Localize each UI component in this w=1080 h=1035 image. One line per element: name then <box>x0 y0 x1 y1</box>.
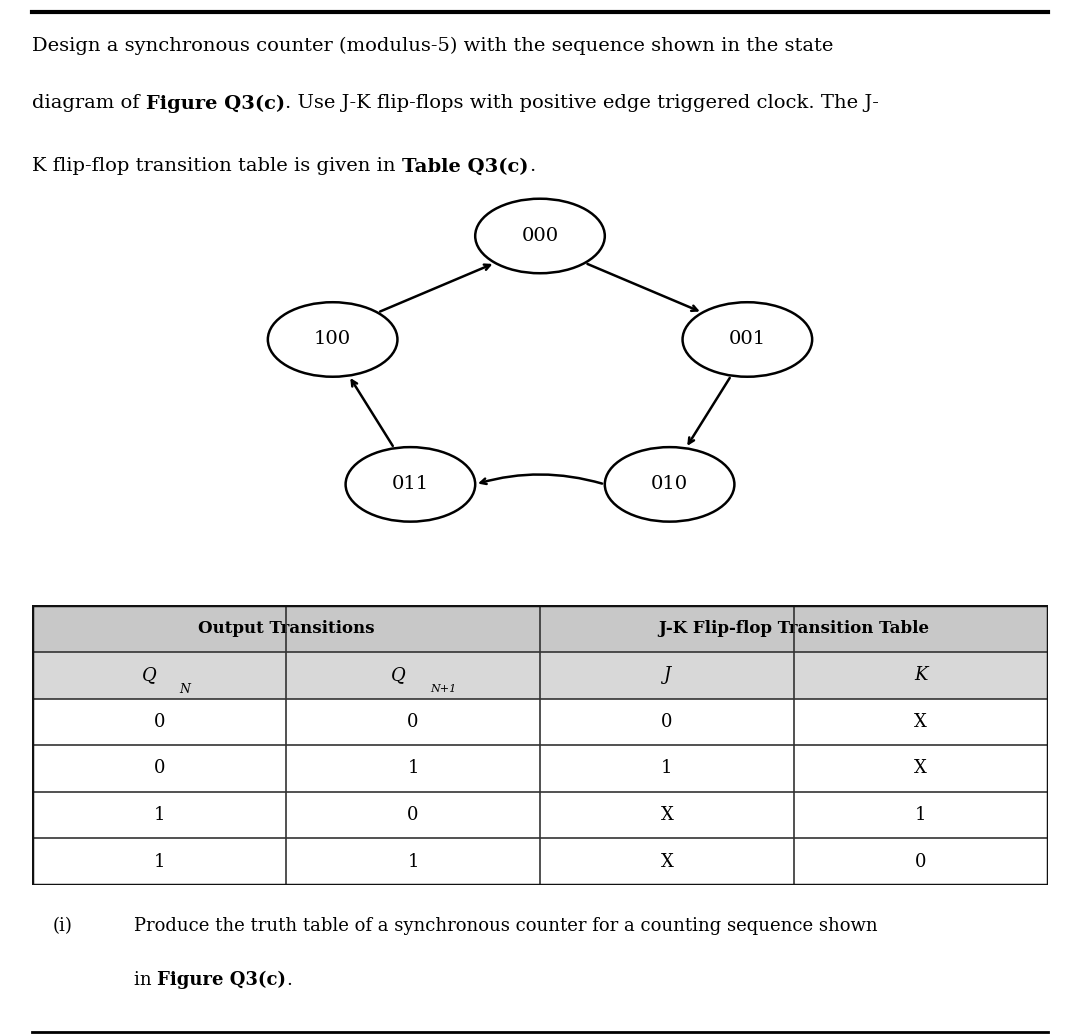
Text: J: J <box>663 667 671 684</box>
Text: (i): (i) <box>53 917 72 936</box>
Text: 0: 0 <box>153 713 165 731</box>
Text: X: X <box>915 760 927 777</box>
Bar <box>794 652 1048 699</box>
Text: N+1: N+1 <box>431 684 457 694</box>
Bar <box>286 699 540 745</box>
Text: Figure Q3(c): Figure Q3(c) <box>158 971 286 989</box>
Text: 0: 0 <box>407 713 419 731</box>
Bar <box>540 699 794 745</box>
Bar <box>540 652 794 699</box>
Bar <box>540 838 794 885</box>
Text: X: X <box>661 853 673 870</box>
Text: Design a synchronous counter (modulus-5) with the sequence shown in the state: Design a synchronous counter (modulus-5)… <box>32 36 834 55</box>
Text: 1: 1 <box>661 760 673 777</box>
Text: Table Q3(c): Table Q3(c) <box>402 157 528 175</box>
Text: 1: 1 <box>153 853 165 870</box>
Bar <box>794 792 1048 838</box>
Text: Q: Q <box>141 667 157 684</box>
Bar <box>32 745 286 792</box>
Text: 100: 100 <box>314 330 351 349</box>
Bar <box>794 745 1048 792</box>
Text: 0: 0 <box>661 713 673 731</box>
Bar <box>32 699 286 745</box>
Ellipse shape <box>683 302 812 377</box>
Text: 1: 1 <box>407 760 419 777</box>
Ellipse shape <box>268 302 397 377</box>
Bar <box>286 792 540 838</box>
Text: . Use J-K flip-flops with positive edge triggered clock. The J-: . Use J-K flip-flops with positive edge … <box>285 94 879 113</box>
Text: 010: 010 <box>651 475 688 494</box>
Text: 000: 000 <box>522 227 558 245</box>
Text: in: in <box>134 971 158 988</box>
Text: 1: 1 <box>407 853 419 870</box>
Bar <box>540 745 794 792</box>
Text: Q: Q <box>391 667 405 684</box>
Text: diagram of: diagram of <box>32 94 146 113</box>
Bar <box>794 838 1048 885</box>
Bar <box>794 699 1048 745</box>
Text: X: X <box>661 806 673 824</box>
Bar <box>32 605 540 652</box>
Text: .: . <box>528 157 535 175</box>
Text: 0: 0 <box>407 806 419 824</box>
Ellipse shape <box>475 199 605 273</box>
Text: .: . <box>286 971 293 988</box>
Text: 1: 1 <box>153 806 165 824</box>
Text: Output Transitions: Output Transitions <box>198 620 375 638</box>
Bar <box>540 792 794 838</box>
Text: Produce the truth table of a synchronous counter for a counting sequence shown: Produce the truth table of a synchronous… <box>134 917 878 936</box>
Bar <box>286 838 540 885</box>
Bar <box>32 652 286 699</box>
Bar <box>286 652 540 699</box>
Text: 0: 0 <box>915 853 927 870</box>
Text: 001: 001 <box>729 330 766 349</box>
Bar <box>32 792 286 838</box>
Text: K: K <box>914 667 928 684</box>
Text: N: N <box>179 683 190 696</box>
Bar <box>32 838 286 885</box>
Ellipse shape <box>346 447 475 522</box>
Bar <box>286 745 540 792</box>
Text: J-K Flip-flop Transition Table: J-K Flip-flop Transition Table <box>659 620 929 638</box>
Text: 1: 1 <box>915 806 927 824</box>
Text: X: X <box>915 713 927 731</box>
Text: Figure Q3(c): Figure Q3(c) <box>146 94 285 113</box>
Ellipse shape <box>605 447 734 522</box>
Text: K flip-flop transition table is given in: K flip-flop transition table is given in <box>32 157 402 175</box>
Text: 011: 011 <box>392 475 429 494</box>
Bar <box>540 605 1048 652</box>
Text: 0: 0 <box>153 760 165 777</box>
